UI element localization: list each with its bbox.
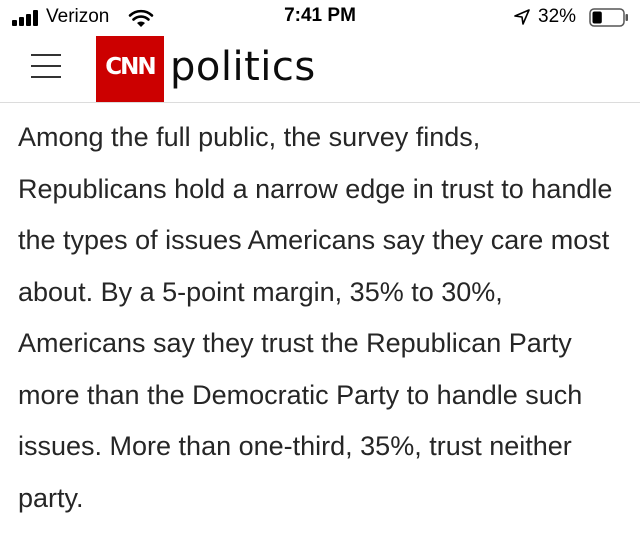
battery-icon: [589, 8, 628, 27]
cnn-logo[interactable]: CNN: [96, 36, 164, 102]
article-paragraph: Among the full public, the survey finds,…: [18, 122, 613, 513]
hamburger-menu-icon[interactable]: [31, 54, 61, 78]
signal-icon: [12, 10, 42, 26]
status-bar: Verizon 7:41 PM 32%: [0, 0, 640, 36]
wifi-icon: [128, 9, 154, 27]
site-header: CNN politics: [0, 36, 640, 103]
location-arrow-icon: [514, 9, 530, 25]
status-time: 7:41 PM: [284, 5, 356, 26]
carrier-name: Verizon: [46, 6, 110, 27]
section-title[interactable]: politics: [170, 44, 316, 90]
cnn-logo-text: CNN: [105, 54, 156, 80]
battery-percent: 32%: [538, 6, 577, 27]
